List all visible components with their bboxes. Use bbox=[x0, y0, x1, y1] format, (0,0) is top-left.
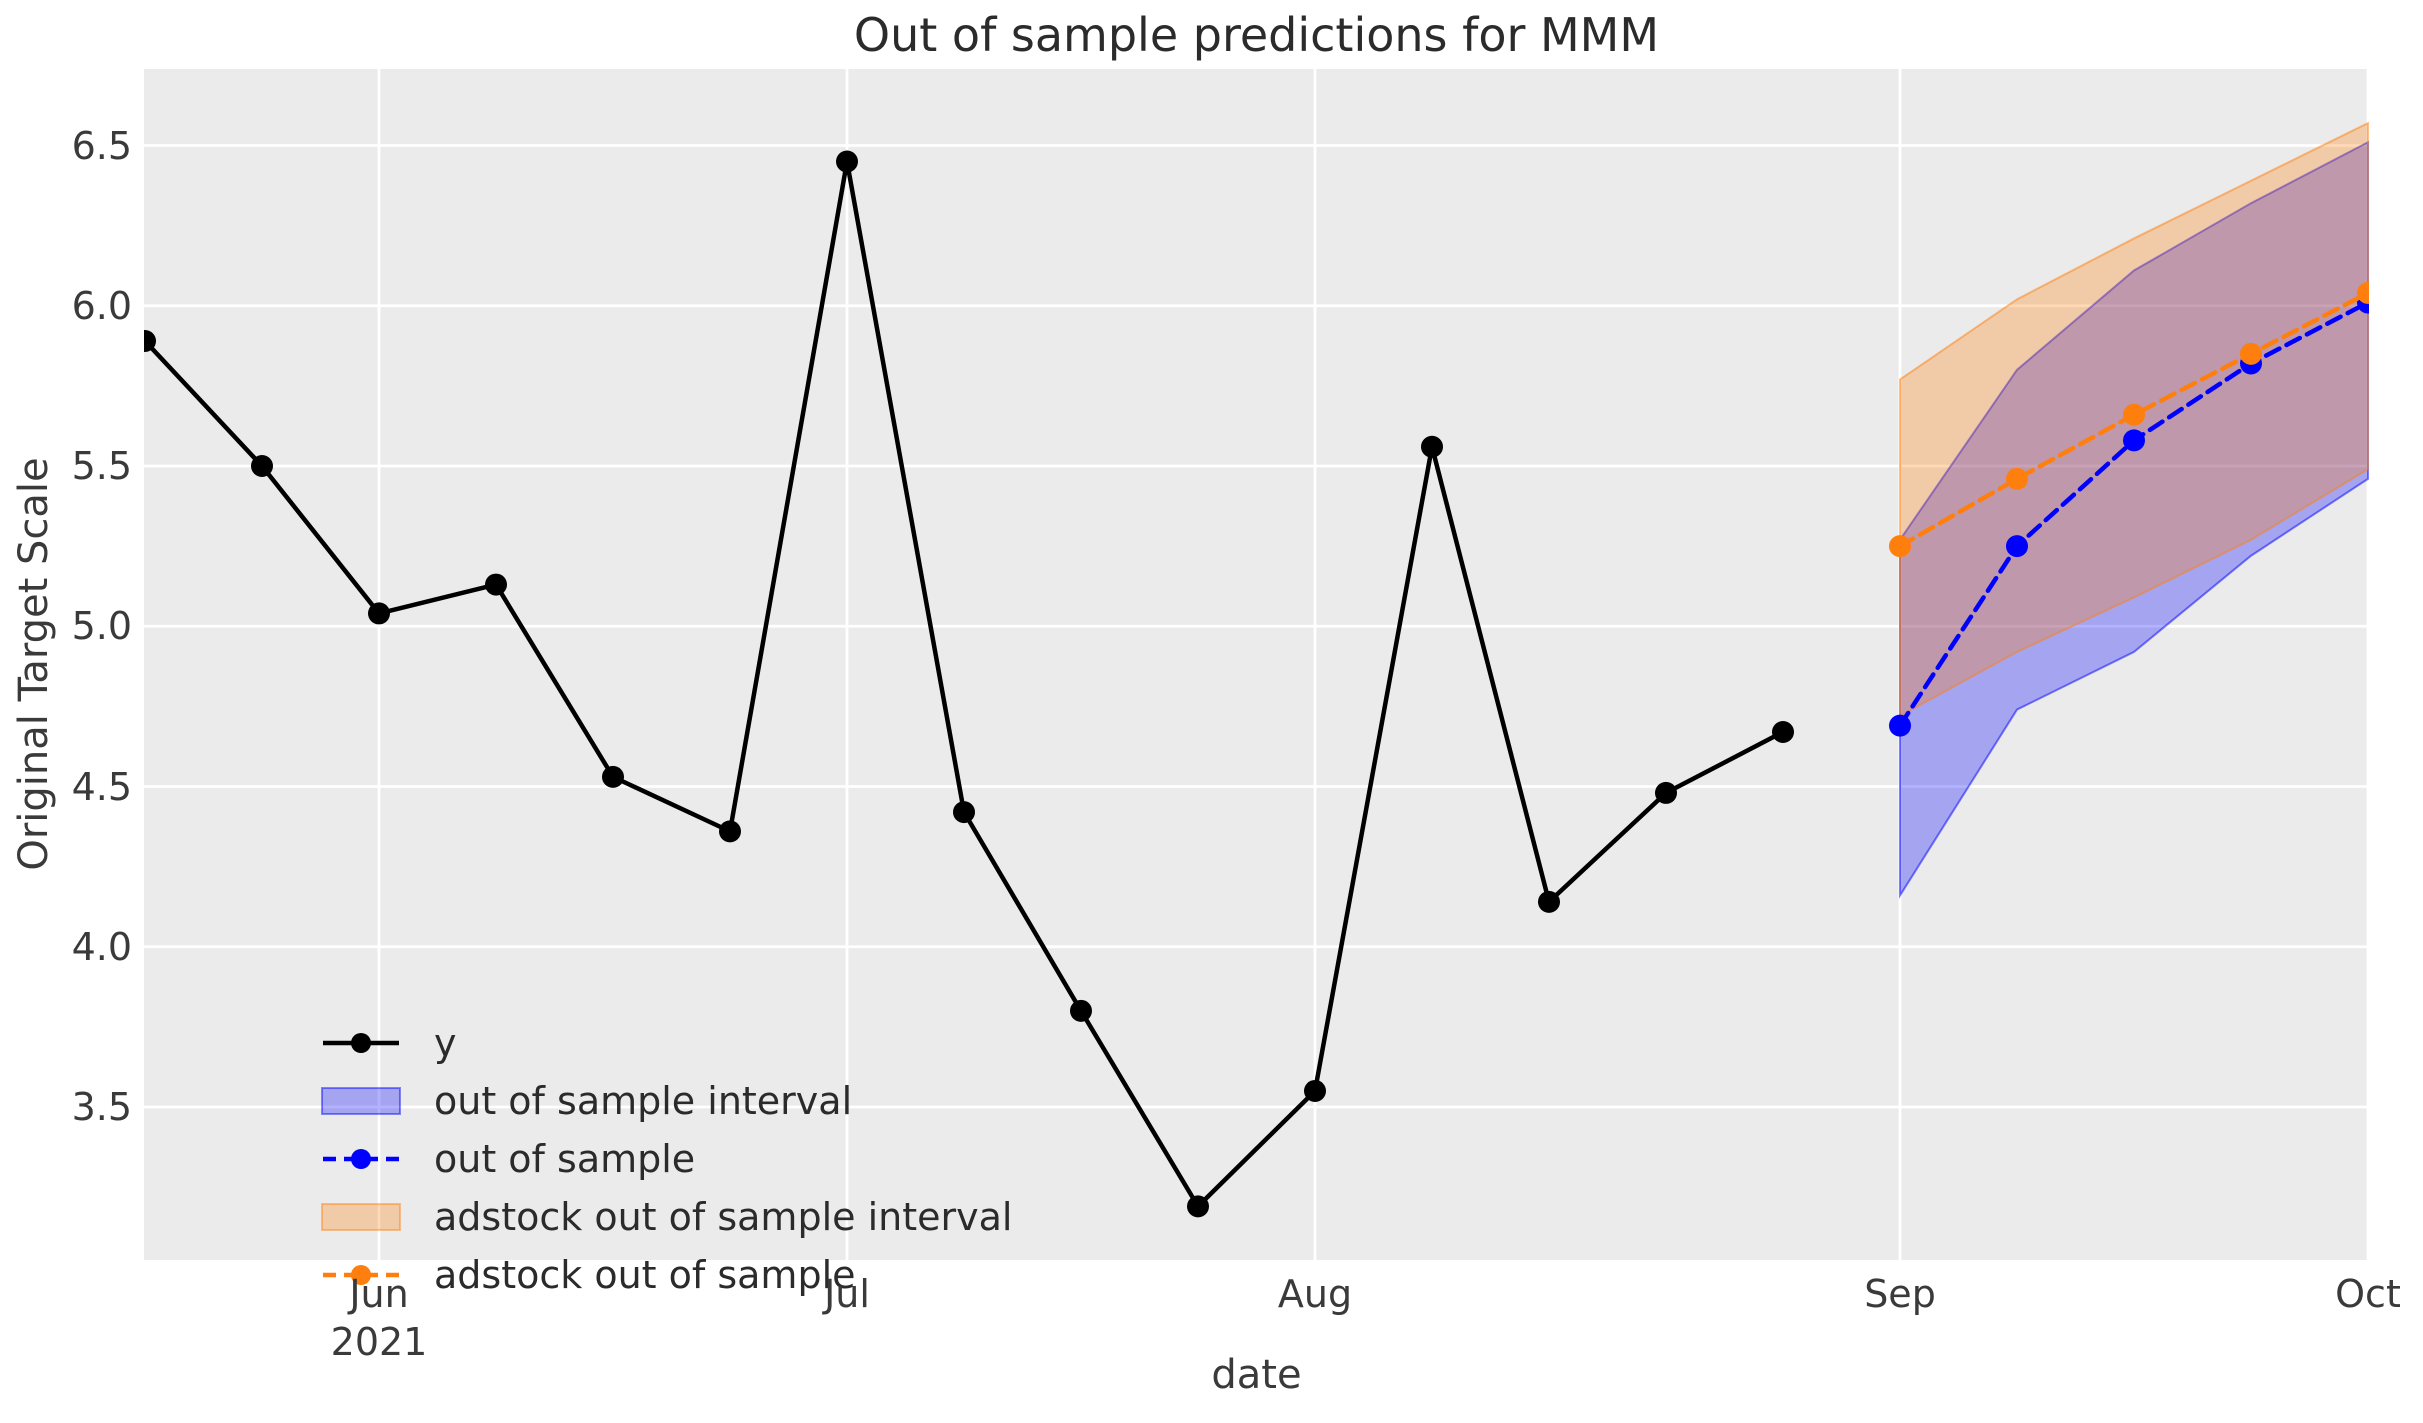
legend-item-label: out of sample interval bbox=[434, 1079, 853, 1123]
data-point-y bbox=[1187, 1195, 1209, 1218]
data-point-y bbox=[251, 455, 273, 477]
data-point-y bbox=[368, 602, 390, 625]
legend-item-label: y bbox=[434, 1021, 457, 1065]
x-tick-label: Sep bbox=[1864, 1272, 1936, 1316]
data-point-adstock-out-of-sample bbox=[2123, 403, 2145, 426]
y-tick-label: 4.0 bbox=[71, 924, 132, 969]
data-point-adstock-out-of-sample bbox=[2006, 467, 2028, 490]
plot-area: y out of sample interval out of sample adst… bbox=[144, 69, 2369, 1297]
data-point-out-of-sample bbox=[2006, 535, 2028, 558]
legend-item: adstock out of sample interval bbox=[321, 1188, 1012, 1246]
data-point-adstock-out-of-sample bbox=[2357, 281, 2369, 304]
data-point-adstock-out-of-sample bbox=[2240, 342, 2262, 365]
legend-swatch-icon bbox=[323, 1033, 399, 1053]
y-tick-label: 4.5 bbox=[71, 764, 132, 809]
data-point-out-of-sample bbox=[1889, 714, 1911, 737]
legend-swatch-icon bbox=[321, 1203, 401, 1231]
data-point-y bbox=[1538, 890, 1560, 913]
legend-item: out of sample bbox=[321, 1130, 1012, 1188]
data-point-y bbox=[719, 820, 741, 843]
x-tick-year-label: 2021 bbox=[330, 1320, 428, 1364]
legend-item-label: out of sample bbox=[434, 1137, 696, 1181]
legend-item: adstock out of sample bbox=[321, 1246, 1012, 1304]
x-axis-label: date bbox=[1211, 1352, 1302, 1398]
y-tick-label: 3.5 bbox=[71, 1085, 132, 1129]
data-point-y bbox=[836, 150, 858, 173]
data-point-y bbox=[602, 765, 624, 788]
data-point-y bbox=[1655, 781, 1677, 804]
x-tick-label: Oct bbox=[2335, 1272, 2401, 1316]
data-point-out-of-sample bbox=[2123, 429, 2145, 452]
x-tick-label: Jun 2021 bbox=[330, 1272, 428, 1364]
legend-swatch-dashed-marker bbox=[321, 1139, 401, 1179]
legend-swatch-dashed-marker bbox=[321, 1255, 401, 1295]
data-point-y bbox=[1421, 435, 1443, 458]
legend-swatch-patch bbox=[321, 1081, 401, 1121]
legend-marker-dot bbox=[351, 1149, 371, 1169]
legend-swatch-patch bbox=[321, 1197, 401, 1237]
legend-marker-dot bbox=[351, 1033, 371, 1053]
y-tick-label: 5.5 bbox=[71, 444, 132, 488]
data-point-y bbox=[1070, 999, 1092, 1022]
x-tick-label: Aug bbox=[1277, 1272, 1353, 1316]
legend: y out of sample interval out of sample adst… bbox=[321, 1014, 1012, 1304]
y-tick-label: 6.0 bbox=[71, 283, 132, 328]
x-tick-label: Jul bbox=[824, 1272, 870, 1316]
legend-patch bbox=[321, 1087, 401, 1115]
legend-item: out of sample interval bbox=[321, 1072, 1012, 1130]
legend-swatch-icon bbox=[321, 1087, 401, 1115]
data-point-y bbox=[144, 330, 156, 353]
legend-item: y bbox=[321, 1014, 1012, 1072]
interval-band-out-of-sample-interval bbox=[1899, 140, 2369, 899]
legend-marker-dot bbox=[351, 1265, 371, 1285]
data-point-y bbox=[953, 801, 975, 824]
legend-item-label: adstock out of sample interval bbox=[434, 1195, 1013, 1239]
legend-patch bbox=[321, 1203, 401, 1231]
data-point-y bbox=[1304, 1079, 1326, 1102]
legend-item-label: adstock out of sample bbox=[434, 1253, 856, 1297]
y-axis-label: Original Target Scale bbox=[11, 457, 57, 871]
legend-swatch-icon bbox=[323, 1149, 399, 1169]
data-point-adstock-out-of-sample bbox=[1889, 535, 1911, 558]
plot-canvas bbox=[144, 69, 2369, 1260]
y-tick-label: 6.5 bbox=[71, 123, 132, 168]
legend-swatch-line-marker bbox=[321, 1023, 401, 1063]
data-point-y bbox=[1772, 721, 1794, 744]
legend-swatch-icon bbox=[323, 1265, 399, 1285]
chart-title: Out of sample predictions for MMM bbox=[853, 8, 1660, 62]
y-tick-label: 5.0 bbox=[71, 604, 132, 649]
data-point-y bbox=[485, 573, 507, 596]
